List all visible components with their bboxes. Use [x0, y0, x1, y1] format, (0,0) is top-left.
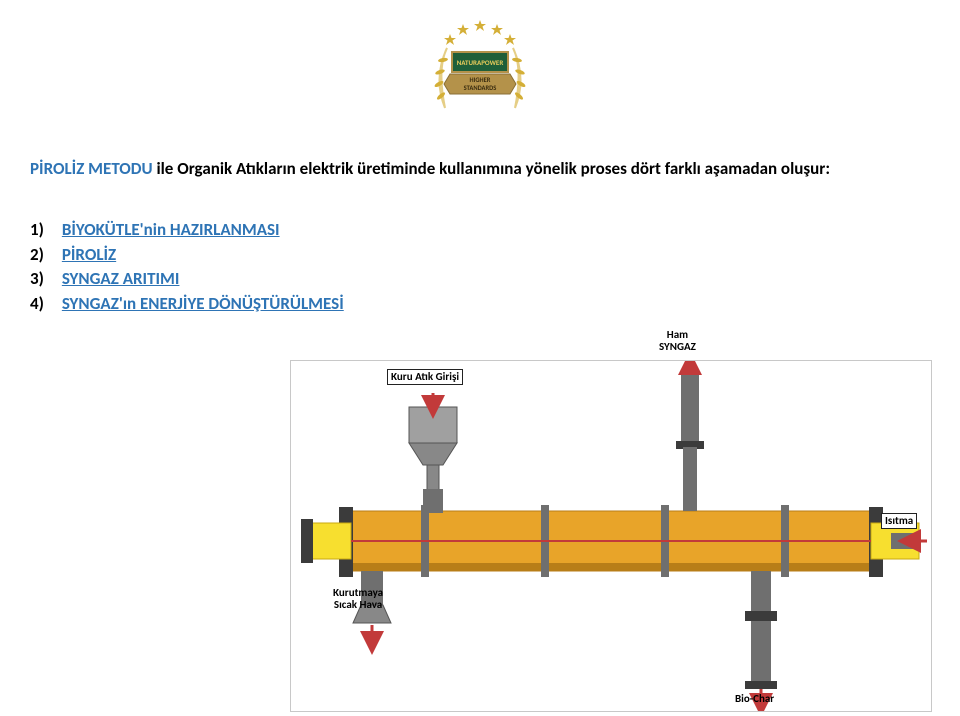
label-biochar: Bio-Char [735, 693, 774, 705]
list-num: 3) [30, 267, 58, 292]
list-item: 4) SYNGAZ'ın ENERJİYE DÖNÜŞTÜRÜLMESİ [30, 292, 344, 317]
logo-brand-bottom-1: HIGHER [470, 76, 491, 84]
pyrolysis-diagram: Kuru Atık Girişi Ham SYNGAZ Kurutmaya Sı… [290, 360, 932, 712]
list-item: 2) PİROLİZ [30, 243, 344, 268]
list-text: SYNGAZ ARITIMI [62, 268, 180, 289]
intro-text: PİROLİZ METODU ile Organik Atıkların ele… [30, 158, 930, 180]
label-heating: Isıtma [881, 513, 917, 529]
brand-logo: NATURAPOWER HIGHER STANDARDS [415, 8, 545, 143]
logo-svg: NATURAPOWER HIGHER STANDARDS [415, 8, 545, 138]
intro-prefix: PİROLİZ METODU [30, 158, 153, 179]
list-num: 1) [30, 218, 58, 243]
diagram-svg [291, 361, 931, 711]
label-feed-in: Kuru Atık Girişi [387, 369, 463, 385]
logo-brand-bottom-2: STANDARDS [464, 84, 497, 92]
list-text: SYNGAZ'ın ENERJİYE DÖNÜŞTÜRÜLMESİ [62, 293, 344, 314]
list-text: PİROLİZ [62, 244, 116, 265]
list-item: 1) BİYOKÜTLE'nin HAZIRLANMASI [30, 218, 344, 243]
list-item: 3) SYNGAZ ARITIMI [30, 267, 344, 292]
process-list: 1) BİYOKÜTLE'nin HAZIRLANMASI 2) PİROLİZ… [30, 218, 344, 317]
intro-rest: ile Organik Atıkların elektrik üretimind… [153, 158, 830, 179]
logo-brand-top: NATURAPOWER [457, 58, 504, 67]
list-text: BİYOKÜTLE'nin HAZIRLANMASI [62, 219, 280, 240]
list-num: 4) [30, 292, 58, 317]
list-num: 2) [30, 243, 58, 268]
label-raw-syngas: Ham SYNGAZ [659, 329, 696, 352]
label-drying-air: Kurutmaya Sıcak Hava [333, 587, 383, 610]
